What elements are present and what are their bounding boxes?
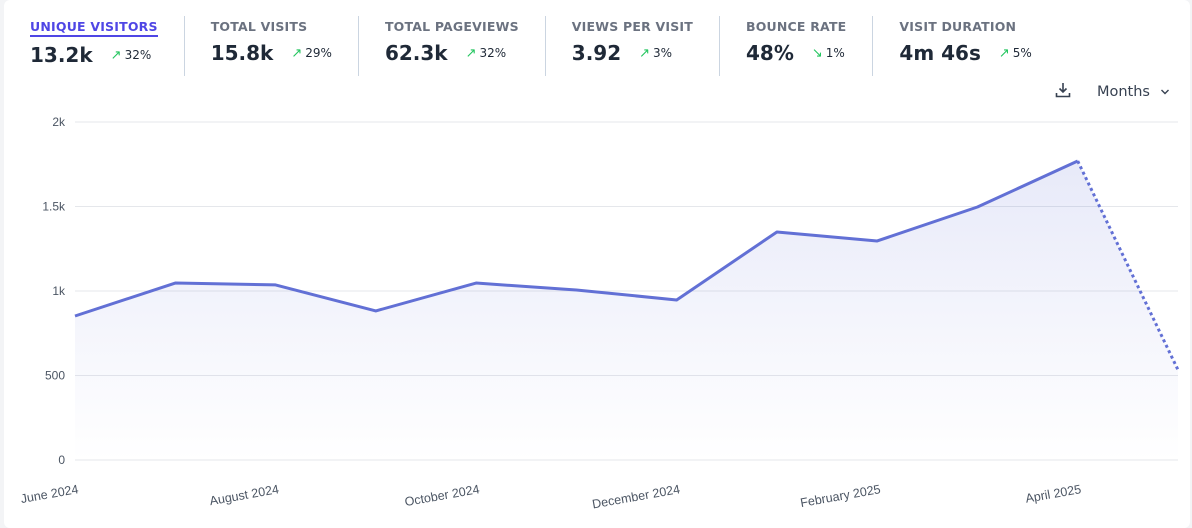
metric-bounce-rate[interactable]: BOUNCE RATE 48% ↘ 1% — [720, 16, 874, 76]
interval-label: Months — [1096, 84, 1150, 100]
metric-unique-visitors[interactable]: UNIQUE VISITORS 13.2k ↗ 32% — [4, 16, 185, 76]
metric-change: ↗ 32% — [110, 47, 152, 63]
arrow-up-right-icon: ↗ — [998, 45, 1010, 61]
data-point — [1172, 364, 1184, 376]
y-tick-label: 500 — [45, 369, 65, 383]
metric-change: ↗ 32% — [465, 45, 507, 61]
chevron-down-icon — [1161, 89, 1169, 95]
arrow-up-right-icon: ↗ — [465, 45, 477, 61]
data-point — [169, 277, 181, 289]
data-point — [671, 294, 683, 306]
metric-value: 48% — [745, 41, 794, 65]
y-tick-label: 2k — [52, 115, 66, 129]
top-stats: UNIQUE VISITORS 13.2k ↗ 32% TOTAL VISITS 1… — [4, 16, 1058, 76]
metric-label: TOTAL PAGEVIEWS — [384, 19, 519, 34]
area-fill — [75, 161, 1178, 460]
x-tick-label: August 2024 — [208, 482, 280, 508]
metric-views-per-visit[interactable]: VIEWS PER VISIT 3.92 ↗ 3% — [546, 16, 720, 76]
data-point — [370, 305, 382, 317]
metric-change: ↗ 5% — [998, 45, 1032, 61]
x-tick-label: April 2025 — [1024, 482, 1082, 506]
metric-value: 15.8k — [210, 41, 274, 65]
download-icon[interactable] — [1055, 82, 1071, 102]
x-tick-label: October 2024 — [404, 482, 481, 509]
metric-value: 4m 46s — [899, 41, 981, 65]
y-tick-label: 0 — [58, 453, 65, 467]
data-point — [69, 310, 81, 322]
y-tick-label: 1.5k — [42, 200, 66, 214]
metric-value: 62.3k — [384, 41, 448, 65]
data-point — [971, 201, 983, 213]
series-line — [74, 159, 1079, 318]
x-tick-label: February 2025 — [799, 482, 882, 510]
interval-picker[interactable]: Months — [1097, 84, 1170, 100]
arrow-up-right-icon: ↗ — [291, 45, 303, 61]
y-tick-label: 1k — [52, 284, 66, 298]
metric-value: 13.2k — [30, 43, 93, 67]
data-point — [270, 279, 282, 291]
metric-change: ↗ 3% — [639, 45, 673, 61]
graph-controls: Months — [1055, 82, 1170, 102]
metric-total-pageviews[interactable]: TOTAL PAGEVIEWS 62.3k ↗ 32% — [359, 16, 546, 76]
x-tick-label: June 2024 — [20, 482, 80, 506]
data-point — [1072, 155, 1084, 167]
data-point — [470, 277, 482, 289]
incomplete-line — [1076, 160, 1180, 371]
metric-label: TOTAL VISITS — [210, 19, 308, 34]
metric-label: BOUNCE RATE — [745, 19, 847, 34]
metric-total-visits[interactable]: TOTAL VISITS 15.8k ↗ 29% — [185, 16, 359, 76]
visitors-chart: 0 500 1k 1.5k 2k June 2024 August 2024 October … — [20, 115, 1184, 511]
metric-visit-duration[interactable]: VISIT DURATION 4m 46s ↗ 5% — [873, 16, 1057, 76]
metric-change: ↘ 1% — [811, 45, 845, 61]
arrow-up-right-icon: ↗ — [110, 47, 122, 63]
data-point — [570, 284, 582, 296]
data-point — [871, 235, 883, 247]
x-tick-label: December 2024 — [591, 482, 681, 511]
arrow-up-right-icon: ↗ — [639, 45, 651, 61]
metric-label: VIEWS PER VISIT — [571, 19, 693, 34]
visitors-graph-card: UNIQUE VISITORS 13.2k ↗ 32% TOTAL VISITS 1… — [4, 0, 1190, 528]
arrow-down-right-icon: ↘ — [811, 45, 823, 61]
metric-value: 3.92 — [571, 41, 622, 65]
data-point — [771, 226, 783, 238]
metric-change: ↗ 29% — [291, 45, 332, 61]
metric-label: VISIT DURATION — [899, 19, 1017, 34]
metric-label: UNIQUE VISITORS — [30, 16, 158, 37]
